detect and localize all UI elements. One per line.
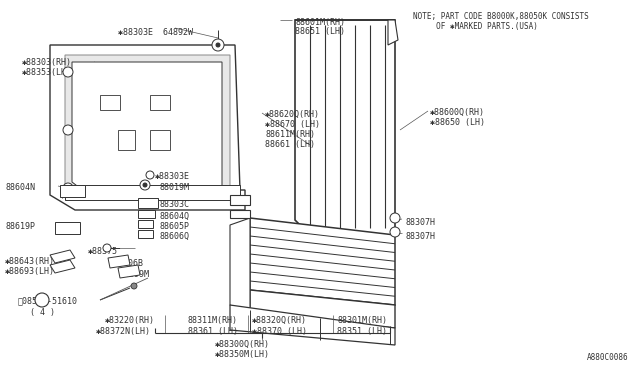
Text: ✱88650 (LH): ✱88650 (LH) [430,118,485,127]
Polygon shape [50,260,75,273]
Text: 88303C: 88303C [160,200,190,209]
Polygon shape [118,265,140,278]
Text: ✱88303E  64892W: ✱88303E 64892W [118,28,193,37]
Circle shape [390,213,400,223]
Polygon shape [72,62,222,192]
Polygon shape [55,222,80,234]
Polygon shape [150,130,170,150]
Polygon shape [138,230,153,238]
Text: 88351 (LH): 88351 (LH) [337,327,387,336]
Text: 88311M(RH): 88311M(RH) [188,316,238,325]
Text: ✱88353(LH): ✱88353(LH) [22,68,72,77]
Circle shape [63,67,73,77]
Text: 88605P: 88605P [160,222,190,231]
Text: ✱88620Q(RH): ✱88620Q(RH) [265,110,320,119]
Polygon shape [60,185,85,197]
Polygon shape [65,185,240,200]
Text: ✱88372N(LH): ✱88372N(LH) [96,327,151,336]
Polygon shape [230,210,250,218]
Polygon shape [138,220,153,228]
Text: ✱88375: ✱88375 [88,247,118,256]
Text: ✱83220(RH): ✱83220(RH) [105,316,155,325]
Text: ✱88320Q(RH): ✱88320Q(RH) [252,316,307,325]
Text: 88661 (LH): 88661 (LH) [265,140,315,149]
Text: 88307H: 88307H [405,232,435,241]
Polygon shape [150,95,170,110]
Text: OF ✱MARKED PARTS.(USA): OF ✱MARKED PARTS.(USA) [413,22,538,31]
Text: 88601M(RH): 88601M(RH) [295,18,345,27]
Circle shape [35,293,49,307]
Circle shape [143,183,147,187]
Polygon shape [230,305,395,345]
Polygon shape [100,95,120,110]
Circle shape [390,227,400,237]
Polygon shape [118,130,135,150]
Polygon shape [230,195,250,205]
Text: 88606B: 88606B [113,259,143,268]
Polygon shape [50,45,245,210]
Text: ✱88670 (LH): ✱88670 (LH) [265,120,320,129]
Text: ✱88350M(LH): ✱88350M(LH) [215,350,270,359]
Text: ✱88600Q(RH): ✱88600Q(RH) [430,108,485,117]
Text: ( 4 ): ( 4 ) [30,308,55,317]
Text: A880C0086: A880C0086 [586,353,628,362]
Polygon shape [295,20,395,235]
Polygon shape [50,250,75,263]
Text: 88307H: 88307H [405,218,435,227]
Text: 88611M(RH): 88611M(RH) [265,130,315,139]
Circle shape [140,180,150,190]
Circle shape [63,183,73,193]
Text: ✱88693(LH): ✱88693(LH) [5,267,55,276]
Text: 88606Q: 88606Q [160,232,190,241]
Text: ✱88370 (LH): ✱88370 (LH) [252,327,307,336]
Text: ✱88303(RH): ✱88303(RH) [22,58,72,67]
Polygon shape [230,218,250,315]
Polygon shape [250,218,395,305]
Text: ✱88643(RH): ✱88643(RH) [5,257,55,266]
Text: ✱88303E: ✱88303E [155,172,190,181]
Text: 88399M: 88399M [120,270,150,279]
Text: 88301M(RH): 88301M(RH) [337,316,387,325]
Text: 88619P: 88619P [5,222,35,231]
Polygon shape [250,290,395,328]
Circle shape [131,283,137,289]
Circle shape [212,39,224,51]
Text: ✱88300Q(RH): ✱88300Q(RH) [215,340,270,349]
Polygon shape [388,20,398,45]
Circle shape [146,171,154,179]
Circle shape [103,244,111,252]
Circle shape [216,43,220,47]
Text: 88651 (LH): 88651 (LH) [295,27,345,36]
Polygon shape [138,198,158,208]
Text: 88604Q: 88604Q [160,212,190,221]
Polygon shape [138,210,155,218]
Circle shape [63,125,73,135]
Polygon shape [108,255,130,268]
Text: S: S [40,297,44,303]
Text: NOTE; PART CODE B8000K,88050K CONSISTS: NOTE; PART CODE B8000K,88050K CONSISTS [413,12,589,21]
Text: 88019M: 88019M [160,183,190,192]
Text: 88361 (LH): 88361 (LH) [188,327,238,336]
Text: 88604N: 88604N [5,183,35,192]
Polygon shape [65,55,230,195]
Text: Ⓝ08510-51610: Ⓝ08510-51610 [18,296,78,305]
